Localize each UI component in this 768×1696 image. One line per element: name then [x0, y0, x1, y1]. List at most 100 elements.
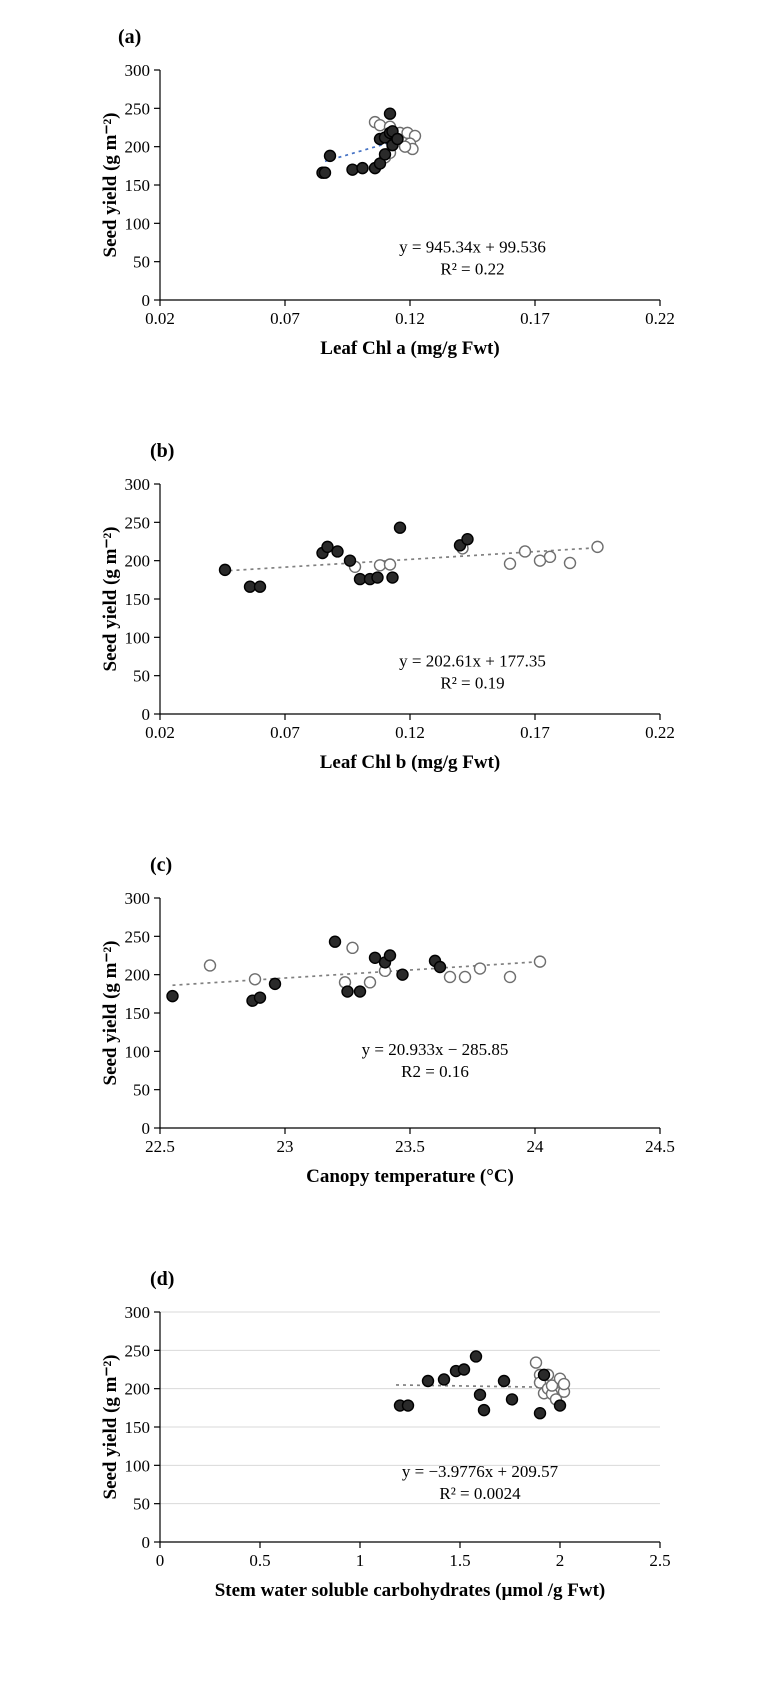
- data-point-filled: [220, 564, 231, 575]
- data-point-open: [250, 974, 261, 985]
- data-point-filled: [347, 164, 358, 175]
- svg-text:300: 300: [125, 1303, 151, 1322]
- data-point-open: [505, 971, 516, 982]
- svg-text:100: 100: [125, 628, 151, 647]
- data-point-filled: [380, 149, 391, 160]
- svg-text:50: 50: [133, 1081, 150, 1100]
- y-axis-title: Seed yield (g m⁻²): [100, 1354, 121, 1499]
- svg-text:200: 200: [125, 138, 151, 157]
- data-point-filled: [357, 163, 368, 174]
- data-point-filled: [507, 1394, 518, 1405]
- svg-text:0.02: 0.02: [145, 723, 175, 742]
- chart-c: 22.52323.52424.5050100150200250300Canopy…: [100, 888, 680, 1208]
- data-point-filled: [372, 572, 383, 583]
- data-point-filled: [539, 1369, 550, 1380]
- x-axis-title: Canopy temperature (°C): [306, 1166, 514, 1187]
- data-point-filled: [385, 950, 396, 961]
- svg-text:200: 200: [125, 552, 151, 571]
- svg-text:250: 250: [125, 513, 151, 532]
- svg-text:150: 150: [125, 590, 151, 609]
- svg-text:50: 50: [133, 253, 150, 272]
- chart-d: 00.511.522.5050100150200250300Stem water…: [100, 1302, 680, 1622]
- data-point-filled: [325, 150, 336, 161]
- data-point-filled: [387, 572, 398, 583]
- svg-text:150: 150: [125, 1004, 151, 1023]
- panel-label-b: (b): [150, 440, 174, 463]
- svg-text:50: 50: [133, 1495, 150, 1514]
- svg-text:300: 300: [125, 475, 151, 494]
- svg-text:0: 0: [156, 1551, 165, 1570]
- svg-text:200: 200: [125, 966, 151, 985]
- y-axis-title: Seed yield (g m⁻²): [100, 526, 121, 671]
- data-point-filled: [342, 986, 353, 997]
- data-point-open: [385, 559, 396, 570]
- x-axis-title: Stem water soluble carbohydrates (µmol /…: [215, 1580, 606, 1601]
- data-point-filled: [355, 986, 366, 997]
- svg-text:250: 250: [125, 1341, 151, 1360]
- data-point-filled: [555, 1400, 566, 1411]
- regression-equation: y = 20.933x − 285.85: [362, 1040, 509, 1059]
- data-point-open: [205, 960, 216, 971]
- chart-b: 0.020.070.120.170.22050100150200250300Le…: [100, 474, 680, 794]
- svg-text:0.07: 0.07: [270, 309, 300, 328]
- data-point-filled: [320, 167, 331, 178]
- data-point-filled: [397, 969, 408, 980]
- regression-equation: y = 945.34x + 99.536: [399, 237, 546, 256]
- data-point-filled: [479, 1405, 490, 1416]
- svg-text:0: 0: [142, 1533, 151, 1552]
- data-point-open: [520, 546, 531, 557]
- svg-text:0.12: 0.12: [395, 309, 425, 328]
- svg-text:100: 100: [125, 214, 151, 233]
- data-point-filled: [499, 1376, 510, 1387]
- data-point-filled: [255, 992, 266, 1003]
- data-point-open: [445, 971, 456, 982]
- svg-text:100: 100: [125, 1456, 151, 1475]
- svg-text:1: 1: [356, 1551, 365, 1570]
- svg-text:22.5: 22.5: [145, 1137, 175, 1156]
- panel-b: (b)0.020.070.120.170.2205010015020025030…: [0, 434, 768, 834]
- data-point-filled: [385, 108, 396, 119]
- r-squared: R² = 0.19: [440, 673, 504, 692]
- data-point-filled: [392, 134, 403, 145]
- svg-text:2.5: 2.5: [649, 1551, 670, 1570]
- data-point-open: [505, 558, 516, 569]
- data-point-open: [592, 541, 603, 552]
- svg-text:200: 200: [125, 1380, 151, 1399]
- data-point-filled: [403, 1400, 414, 1411]
- data-point-filled: [439, 1374, 450, 1385]
- svg-text:0: 0: [142, 705, 151, 724]
- regression-equation: y = 202.61x + 177.35: [399, 651, 546, 670]
- svg-text:0.12: 0.12: [395, 723, 425, 742]
- data-point-open: [375, 120, 386, 131]
- svg-text:0.22: 0.22: [645, 309, 675, 328]
- panel-label-a: (a): [118, 26, 141, 49]
- data-point-filled: [462, 534, 473, 545]
- svg-text:0.17: 0.17: [520, 723, 550, 742]
- data-point-filled: [395, 522, 406, 533]
- svg-text:300: 300: [125, 889, 151, 908]
- data-point-open: [565, 557, 576, 568]
- svg-text:0.07: 0.07: [270, 723, 300, 742]
- data-point-filled: [471, 1351, 482, 1362]
- svg-text:300: 300: [125, 61, 151, 80]
- panel-c: (c)22.52323.52424.5050100150200250300Can…: [0, 848, 768, 1248]
- svg-text:2: 2: [556, 1551, 565, 1570]
- svg-text:1.5: 1.5: [449, 1551, 470, 1570]
- svg-text:23: 23: [277, 1137, 294, 1156]
- panel-a: (a)0.020.070.120.170.2205010015020025030…: [0, 20, 768, 420]
- data-point-filled: [270, 978, 281, 989]
- svg-text:23.5: 23.5: [395, 1137, 425, 1156]
- data-point-filled: [475, 1389, 486, 1400]
- panel-d: (d)00.511.522.5050100150200250300Stem wa…: [0, 1262, 768, 1662]
- r-squared: R2 = 0.16: [401, 1062, 469, 1081]
- data-point-filled: [435, 962, 446, 973]
- figure-container: (a)0.020.070.120.170.2205010015020025030…: [0, 0, 768, 1696]
- svg-text:250: 250: [125, 99, 151, 118]
- data-point-open: [347, 942, 358, 953]
- svg-text:0: 0: [142, 291, 151, 310]
- svg-text:0.5: 0.5: [249, 1551, 270, 1570]
- data-point-open: [535, 956, 546, 967]
- x-axis-title: Leaf Chl a (mg/g Fwt): [320, 338, 499, 359]
- data-point-filled: [459, 1364, 470, 1375]
- y-axis-title: Seed yield (g m⁻²): [100, 940, 121, 1085]
